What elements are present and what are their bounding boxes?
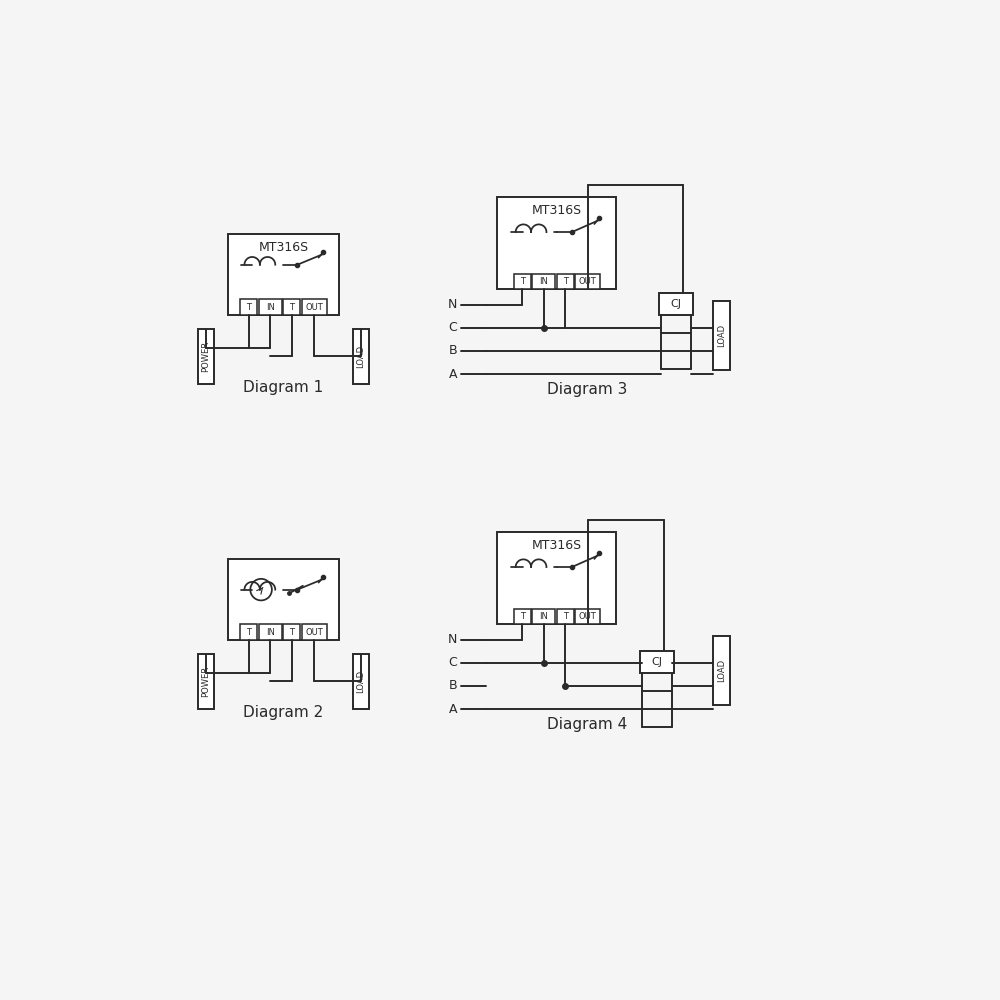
Text: OUT: OUT <box>579 277 596 286</box>
Text: LOAD: LOAD <box>356 670 365 693</box>
Text: Diagram 2: Diagram 2 <box>243 705 324 720</box>
Text: T: T <box>246 303 251 312</box>
Text: C: C <box>448 321 457 334</box>
Text: OUT: OUT <box>305 303 323 312</box>
Bar <box>228 234 339 315</box>
Text: T: T <box>289 303 294 312</box>
Text: LOAD: LOAD <box>717 659 726 682</box>
Bar <box>514 609 531 624</box>
Text: LOAD: LOAD <box>356 345 365 368</box>
Bar <box>497 532 616 624</box>
Bar <box>198 654 214 709</box>
Bar <box>713 636 730 705</box>
Text: T: T <box>246 628 251 637</box>
Text: POWER: POWER <box>202 666 211 697</box>
Bar <box>353 654 369 709</box>
Text: IN: IN <box>266 628 275 637</box>
Bar <box>353 329 369 384</box>
Bar <box>240 299 257 315</box>
Bar <box>259 299 282 315</box>
Text: T: T <box>520 277 525 286</box>
Bar <box>302 299 327 315</box>
Text: N: N <box>448 298 457 311</box>
Text: IN: IN <box>266 303 275 312</box>
Text: CJ: CJ <box>651 657 662 667</box>
Text: Diagram 1: Diagram 1 <box>243 380 324 395</box>
Bar <box>497 197 616 289</box>
Text: LOAD: LOAD <box>717 324 726 347</box>
Bar <box>302 624 327 640</box>
Text: POWER: POWER <box>202 341 211 372</box>
Bar <box>240 624 257 640</box>
Text: Diagram 3: Diagram 3 <box>547 382 628 397</box>
Text: IN: IN <box>539 277 548 286</box>
Text: N: N <box>448 633 457 646</box>
Bar <box>259 624 282 640</box>
Text: MT316S: MT316S <box>532 539 582 552</box>
Bar <box>229 387 338 450</box>
Text: OUT: OUT <box>305 628 323 637</box>
Text: Diagram 4: Diagram 4 <box>547 717 628 732</box>
Text: MT316S: MT316S <box>258 241 308 254</box>
Text: IN: IN <box>539 612 548 621</box>
Bar <box>532 609 555 624</box>
Bar <box>283 299 300 315</box>
Text: OUT: OUT <box>579 612 596 621</box>
Bar <box>640 651 674 673</box>
Text: C: C <box>448 656 457 669</box>
Text: T: T <box>563 612 568 621</box>
Text: B: B <box>448 344 457 358</box>
Bar <box>283 624 300 640</box>
Bar <box>575 274 600 289</box>
Text: T: T <box>563 277 568 286</box>
Bar <box>228 559 339 640</box>
Bar <box>514 274 531 289</box>
Text: T: T <box>289 628 294 637</box>
Bar <box>659 293 693 315</box>
Text: T: T <box>520 612 525 621</box>
Bar <box>713 301 730 370</box>
Text: MT316S: MT316S <box>532 204 582 217</box>
Bar <box>198 329 214 384</box>
Text: B: B <box>448 679 457 692</box>
Bar <box>557 274 574 289</box>
Text: A: A <box>449 368 457 381</box>
Text: A: A <box>449 703 457 716</box>
Bar <box>557 609 574 624</box>
Bar <box>532 274 555 289</box>
Text: CJ: CJ <box>671 299 682 309</box>
Bar <box>575 609 600 624</box>
